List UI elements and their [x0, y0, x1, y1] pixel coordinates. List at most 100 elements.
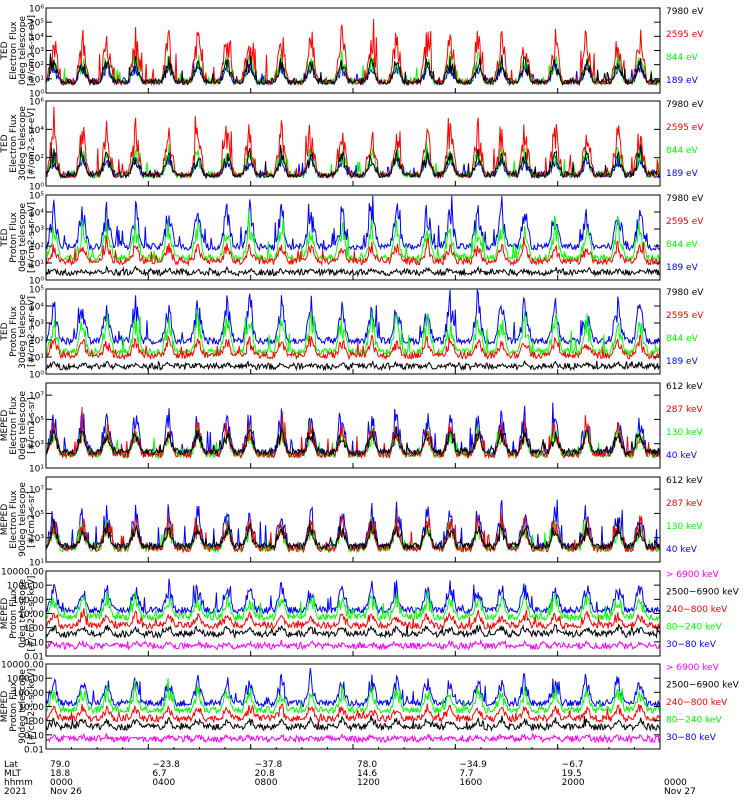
- series-line-2: [45, 714, 661, 733]
- time-tick-label: Nov 26: [50, 787, 82, 797]
- legend-entry-1: 7980 eV: [666, 7, 704, 17]
- time-tick-label: 19.5: [562, 769, 582, 779]
- series-line-1: [45, 426, 661, 457]
- legend-entry-1: > 6900 keV: [666, 570, 720, 580]
- y-tick-label: 10³: [29, 440, 44, 450]
- legend-entry-3: 240−800 keV: [666, 605, 728, 615]
- time-tick-label: 6.7: [152, 769, 166, 779]
- series-line-4: [45, 499, 661, 552]
- y-axis-label-line: Proton Flux: [9, 588, 19, 639]
- time-row-label: MLT: [4, 769, 22, 779]
- series-traces: [45, 289, 661, 372]
- y-tick-label: 10²: [29, 61, 44, 71]
- time-tick-label: 79.0: [50, 760, 70, 770]
- legend-entry-3: 240−800 keV: [666, 698, 728, 708]
- y-tick-label: 10.00: [18, 703, 44, 713]
- series-traces: [45, 106, 661, 180]
- y-tick-label: 10³: [29, 534, 44, 544]
- y-axis-label-line: Proton Flux: [9, 306, 19, 357]
- time-tick-label: 1200: [357, 778, 380, 788]
- series-line-4: [45, 289, 661, 347]
- y-tick-label: 10³: [29, 226, 44, 236]
- series-traces: [45, 195, 661, 278]
- y-axis-label-line: Proton Flux: [9, 212, 19, 263]
- y-axis-label-line: MEPED: [0, 598, 10, 630]
- y-axis-label-line: [#/cm2-s-sr-eV]: [27, 202, 37, 273]
- legend-entry-1: 7980 eV: [666, 288, 704, 298]
- y-tick-label: 10⁴: [29, 33, 44, 43]
- y-axis-label-line: 0deg telescope: [18, 16, 28, 86]
- y-tick-label: 10⁴: [29, 303, 44, 313]
- legend-entry-2: 2595 eV: [666, 217, 704, 227]
- y-axis-label-line: [#/cm2-s-sr-eV]: [27, 15, 37, 86]
- legend-entry-4: 40 keV: [666, 451, 698, 461]
- y-tick-label: 1000.00: [7, 675, 44, 685]
- y-axis-label-line: [#/cm2-s-sr]: [27, 491, 37, 548]
- series-traces: [45, 667, 661, 744]
- legend-entry-1: 7980 eV: [666, 100, 704, 110]
- series-line-1: [45, 638, 661, 651]
- y-axis-label: TEDProton Flux0deg telescope[#/cm2-s-sr-…: [0, 202, 37, 273]
- legend-entry-4: 80−240 keV: [666, 716, 722, 726]
- y-axis-label-line: TED: [0, 41, 10, 60]
- y-tick-label: 10⁰: [29, 371, 44, 381]
- legend-entry-4: 189 eV: [666, 169, 699, 179]
- legend-entry-5: 30−80 keV: [666, 733, 717, 743]
- time-tick-label: 1600: [459, 778, 482, 788]
- series-line-2: [45, 235, 661, 267]
- legend-entry-1: 612 keV: [666, 476, 703, 486]
- time-tick-label: 0400: [152, 778, 175, 788]
- series-line-4: [45, 678, 661, 715]
- y-axis-label: TEDElectron Flux30deg telescope[#/cm2-s-…: [0, 106, 37, 181]
- series-line-2: [45, 106, 661, 180]
- time-row-label: 2021: [4, 787, 27, 797]
- legend-entry-2: 2595 eV: [666, 30, 704, 40]
- y-tick-label: 10⁵: [29, 192, 44, 202]
- y-tick-label: 0.10: [24, 731, 44, 741]
- time-tick-label: 0000: [664, 778, 687, 788]
- y-tick-label: 10¹: [29, 75, 44, 85]
- y-tick-label: 10³: [29, 47, 44, 57]
- time-tick-label: −23.8: [152, 760, 180, 770]
- y-tick-label: 100.00: [13, 689, 45, 699]
- y-tick-label: 10¹: [29, 559, 44, 569]
- y-tick-label: 10⁴: [29, 126, 44, 136]
- time-row-label: hhmm: [4, 778, 33, 788]
- y-axis-label: TEDProton Flux30deg telescope[#/cm2-s-sr…: [0, 294, 37, 369]
- y-tick-label: 100.00: [13, 596, 45, 606]
- y-tick-label: 10¹: [29, 354, 44, 364]
- y-tick-label: 10³: [29, 320, 44, 330]
- legend-entry-3: 130 keV: [666, 522, 703, 532]
- panel-8: 0.010.101.0010.00100.001000.0010000.00ME…: [0, 661, 740, 756]
- series-traces: [45, 402, 661, 460]
- series-line-2: [45, 334, 661, 361]
- legend-entry-3: 130 keV: [666, 428, 703, 438]
- y-axis-label-line: 0deg telescope: [18, 203, 28, 273]
- y-tick-label: 10⁶: [29, 98, 44, 108]
- legend-entry-1: 7980 eV: [666, 194, 704, 204]
- y-axis-label-line: Electron Flux: [9, 490, 19, 549]
- series-line-3: [45, 211, 661, 263]
- series-traces: [45, 18, 661, 87]
- series-traces: [45, 578, 661, 651]
- time-tick-label: Nov 27: [664, 787, 696, 797]
- legend-entry-3: 844 eV: [666, 146, 699, 156]
- y-tick-label: 10⁰: [29, 183, 44, 193]
- y-axis-label-line: TED: [0, 134, 10, 153]
- legend-entry-4: 189 eV: [666, 357, 699, 367]
- y-axis-label-line: [#/cm2-s-sr-keV]: [27, 576, 37, 652]
- y-tick-label: 10²: [29, 243, 44, 253]
- legend-entry-2: 2500−6900 keV: [666, 681, 740, 691]
- y-axis-label-line: 30deg telescope: [18, 294, 28, 369]
- legend-entry-2: 2595 eV: [666, 311, 704, 321]
- legend-entry-2: 287 keV: [666, 499, 703, 509]
- series-line-3: [45, 703, 661, 724]
- y-axis-label-line: Proton Flux: [9, 681, 19, 732]
- legend-entry-1: > 6900 keV: [666, 663, 720, 673]
- series-line-1: [45, 265, 661, 278]
- y-axis-label-line: MEPED: [0, 504, 10, 536]
- time-tick-label: 78.0: [357, 760, 377, 770]
